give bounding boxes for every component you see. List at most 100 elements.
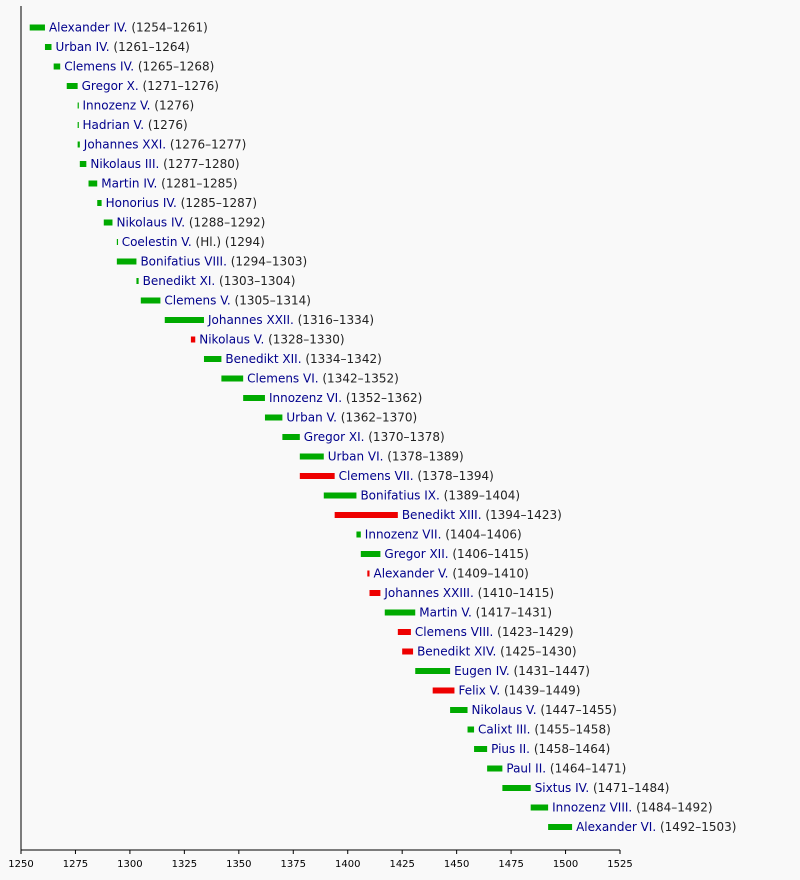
pope-name[interactable]: Eugen IV. <box>454 664 510 678</box>
reign-years: (1254–1261) <box>128 21 208 35</box>
entry-label: Urban VI. (1378–1389) <box>328 450 464 464</box>
entry-label: Bonifatius VIII. (1294–1303) <box>140 255 307 269</box>
pope-name[interactable]: Clemens V. <box>164 294 230 308</box>
pope-name[interactable]: Sixtus IV. <box>535 781 589 795</box>
pope-name[interactable]: Alexander V. <box>374 567 449 581</box>
x-tick-label: 1325 <box>172 859 197 870</box>
pope-name[interactable]: Clemens IV. <box>64 60 134 74</box>
entry-label: Calixt III. (1455–1458) <box>478 723 611 737</box>
pope-name[interactable]: Johannes XXI. <box>83 138 166 152</box>
pope-name[interactable]: Calixt III. <box>478 723 530 737</box>
pope-name[interactable]: Coelestin V. <box>122 235 192 249</box>
entry-label: Alexander VI. (1492–1503) <box>576 820 736 834</box>
pope-name[interactable]: Johannes XXII. <box>207 313 294 327</box>
reign-years: (1352–1362) <box>342 391 422 405</box>
reign-bar <box>402 648 414 655</box>
x-tick-label: 1375 <box>281 859 306 870</box>
reign-years: (1328–1330) <box>264 333 344 347</box>
pope-name[interactable]: Felix V. <box>458 684 500 698</box>
pope-name[interactable]: Innozenz VI. <box>269 391 342 405</box>
pope-name[interactable]: Gregor X. <box>82 79 139 93</box>
reign-years: (1439–1449) <box>500 684 580 698</box>
reign-years: (1362–1370) <box>337 411 417 425</box>
pope-name[interactable]: Nikolaus V. <box>199 333 264 347</box>
reign-years: (1447–1455) <box>537 703 617 717</box>
pope-name[interactable]: Alexander VI. <box>576 820 656 834</box>
x-tick-label: 1500 <box>553 859 578 870</box>
reign-bar <box>79 161 87 167</box>
entry-label: Nikolaus V. (1328–1330) <box>199 333 344 347</box>
x-tick-label: 1400 <box>335 859 360 870</box>
reign-years: (1378–1394) <box>414 469 494 483</box>
reign-bar <box>77 122 79 128</box>
reign-bar <box>53 63 61 70</box>
pope-name[interactable]: Gregor XI. <box>304 430 365 444</box>
x-axis: 1250 1275 1300 1325 1350 1375 1400 1425 1450 1475… <box>8 6 633 870</box>
timeline-bars <box>29 24 573 830</box>
entry-label: Benedikt XIII. (1394–1423) <box>402 508 562 522</box>
entry-label: Clemens VI. (1342–1352) <box>247 372 399 386</box>
reign-bar <box>334 512 398 518</box>
reign-years: (1417–1431) <box>472 606 552 620</box>
entry-label: Clemens VIII. (1423–1429) <box>415 625 574 639</box>
pope-name[interactable]: Bonifatius IX. <box>360 489 439 503</box>
pope-name[interactable]: Paul II. <box>506 762 546 776</box>
pope-name[interactable]: Martin V. <box>419 606 472 620</box>
pope-name[interactable]: Clemens VI. <box>247 372 318 386</box>
pope-name[interactable]: Bonifatius VIII. <box>140 255 226 269</box>
entry-label: Clemens IV. (1265–1268) <box>64 60 214 74</box>
pope-name[interactable]: Innozenz VIII. <box>552 801 632 815</box>
pope-name[interactable]: Honorius IV. <box>106 196 177 210</box>
pope-name[interactable]: Nikolaus III. <box>90 157 159 171</box>
x-tick-label: 1425 <box>389 859 414 870</box>
pope-name[interactable]: Gregor XII. <box>384 547 448 561</box>
reign-years: (Hl.) (1294) <box>192 235 265 249</box>
reign-bar <box>103 219 113 226</box>
pope-name[interactable]: Benedikt XIII. <box>402 508 482 522</box>
pope-name[interactable]: Martin IV. <box>101 177 157 191</box>
pope-name[interactable]: Hadrian V. <box>83 118 145 132</box>
reign-years: (1303–1304) <box>215 274 295 288</box>
pope-name[interactable]: Nikolaus IV. <box>116 216 185 230</box>
pope-name[interactable]: Urban VI. <box>328 450 384 464</box>
reign-years: (1410–1415) <box>474 586 554 600</box>
reign-bar <box>367 570 370 577</box>
pope-name[interactable]: Clemens VII. <box>339 469 414 483</box>
pope-name[interactable]: Urban V. <box>286 411 337 425</box>
pope-name[interactable]: Clemens VIII. <box>415 625 493 639</box>
pope-name[interactable]: Johannes XXIII. <box>383 586 473 600</box>
pope-name[interactable]: Innozenz V. <box>83 99 151 113</box>
reign-bar <box>384 609 416 616</box>
pope-name[interactable]: Urban IV. <box>55 40 109 54</box>
reign-bar <box>502 785 531 791</box>
pope-name[interactable]: Benedikt XI. <box>143 274 216 288</box>
pope-name[interactable]: Benedikt XIV. <box>417 645 496 659</box>
reign-years: (1484–1492) <box>632 801 712 815</box>
reign-bar <box>264 414 283 421</box>
reign-bar <box>487 765 503 772</box>
reign-bar <box>66 83 78 89</box>
entry-label: Benedikt XII. (1334–1342) <box>225 352 381 366</box>
entry-label: Nikolaus IV. (1288–1292) <box>116 216 265 230</box>
pope-name[interactable]: Pius II. <box>491 742 530 756</box>
reign-bar <box>323 492 357 499</box>
pope-name[interactable]: Alexander IV. <box>49 21 128 35</box>
pope-name[interactable]: Innozenz VII. <box>365 528 442 542</box>
entry-label: Alexander V. (1409–1410) <box>374 567 529 581</box>
reign-bar <box>356 531 361 538</box>
reign-years: (1464–1471) <box>546 762 626 776</box>
x-tick-label: 1250 <box>8 859 33 870</box>
entry-label: Hadrian V. (1276) <box>83 118 188 132</box>
entry-label: Gregor XI. (1370–1378) <box>304 430 445 444</box>
entry-label: Urban V. (1362–1370) <box>286 411 417 425</box>
reign-bar <box>116 239 119 245</box>
reign-years: (1425–1430) <box>496 645 576 659</box>
reign-bar <box>77 102 79 109</box>
entry-label: Felix V. (1439–1449) <box>458 684 580 698</box>
pope-name[interactable]: Benedikt XII. <box>225 352 301 366</box>
pope-name[interactable]: Nikolaus V. <box>472 703 537 717</box>
entry-label: Pius II. (1458–1464) <box>491 742 610 756</box>
reign-years: (1389–1404) <box>440 489 520 503</box>
reign-years: (1342–1352) <box>319 372 399 386</box>
reign-years: (1277–1280) <box>159 157 239 171</box>
